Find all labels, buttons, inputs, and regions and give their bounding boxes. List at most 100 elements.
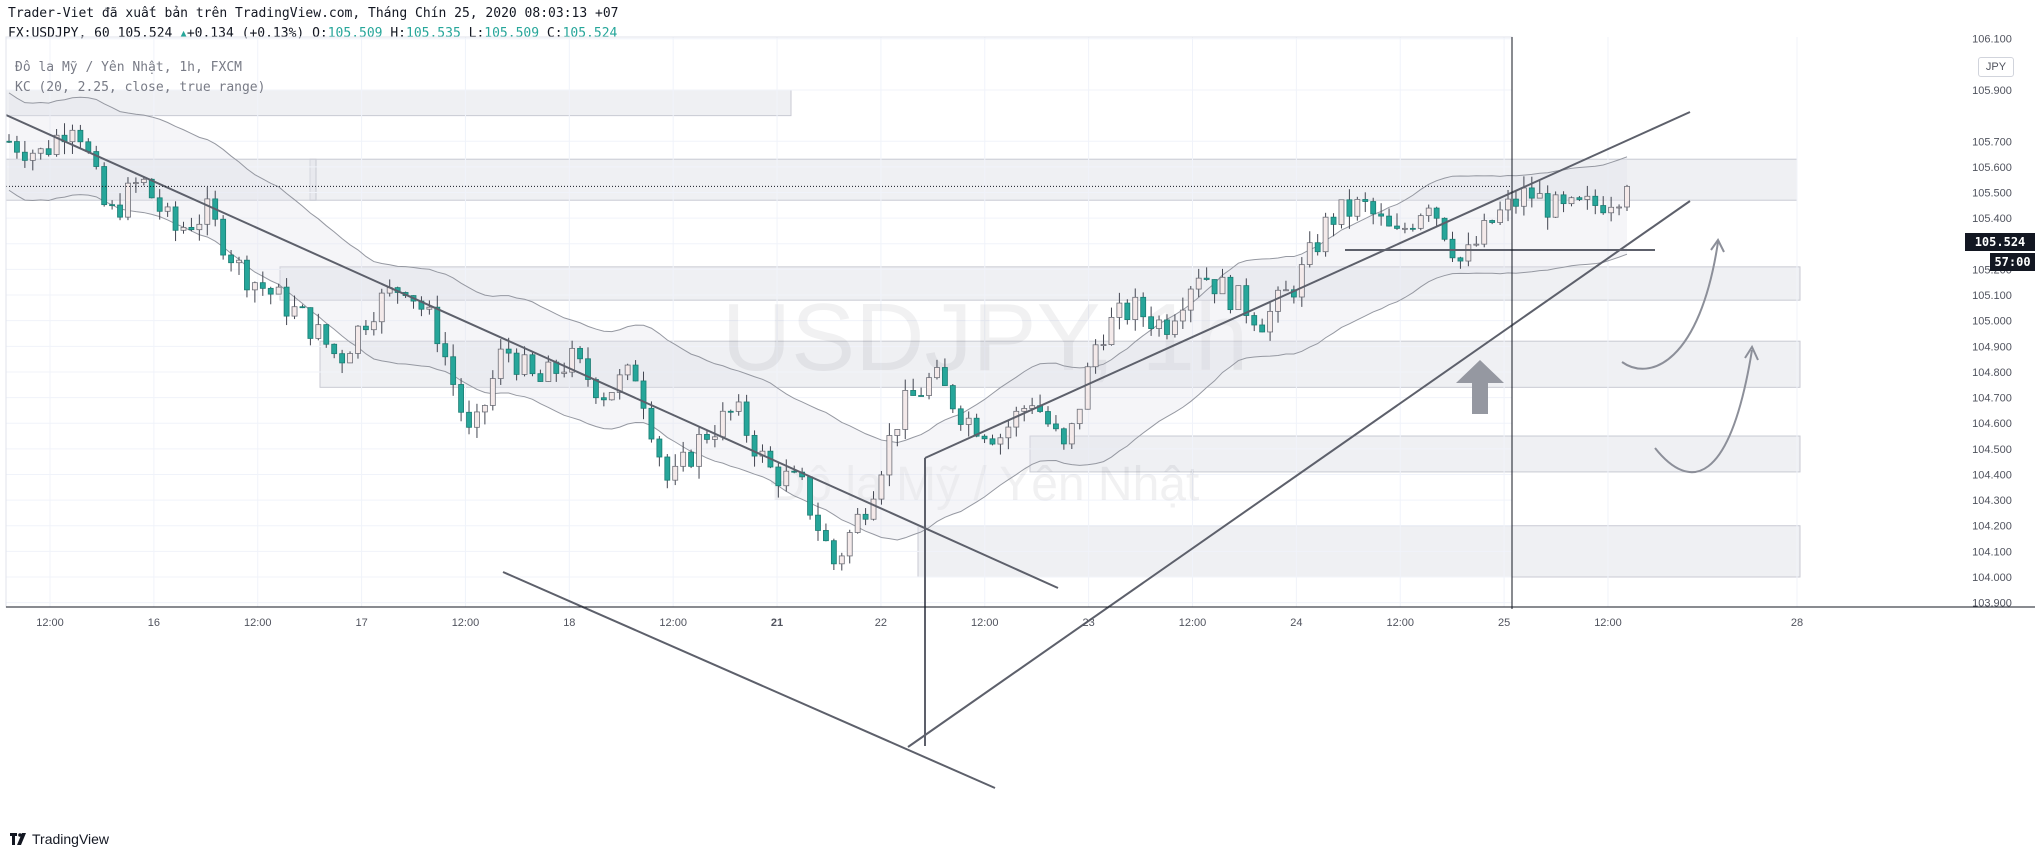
upper-zone <box>5 89 792 117</box>
price-tick-label: 105.600 <box>1972 162 2012 174</box>
candle-bull <box>521 354 528 375</box>
candle-bear <box>267 287 274 295</box>
tradingview-logo[interactable]: TradingView <box>10 831 109 847</box>
candle-bull <box>1505 198 1511 211</box>
candle-bear <box>1394 225 1400 229</box>
candle-bear <box>1124 302 1131 321</box>
candle-bull <box>854 513 861 533</box>
candle-bull <box>1473 243 1480 246</box>
candle-bear <box>466 411 472 428</box>
price-tick-label: 104.500 <box>1972 444 2012 456</box>
candle-bull <box>878 474 885 500</box>
candle-bull <box>1536 193 1543 199</box>
time-axis[interactable]: 12:00 16 12:00 17 12:00 18 12:00 21 22 12:00 23 12:… <box>36 617 1803 629</box>
trendline-drawings[interactable] <box>5 111 1759 789</box>
price-tick-label: 104.600 <box>1972 418 2012 430</box>
candle-bull <box>1481 220 1488 245</box>
candle-bull <box>719 410 726 438</box>
candle-bear <box>989 438 996 445</box>
candle-bear <box>949 385 956 410</box>
candle-bear <box>220 218 227 256</box>
candle-bear <box>259 282 266 289</box>
price-tick-label: 105.000 <box>1972 316 2012 328</box>
price-tick-label: 103.900 <box>1972 598 2012 610</box>
candle-bear <box>85 141 92 152</box>
candle-bear <box>323 324 330 345</box>
price-tick-label: 104.000 <box>1972 572 2012 584</box>
candle-bear <box>363 325 369 331</box>
time-tick-label: 12:00 <box>1179 617 1207 629</box>
candle-bear <box>331 343 338 355</box>
time-tick-label: 12:00 <box>971 617 999 629</box>
time-tick-label: 21 <box>771 617 783 629</box>
candle-bull <box>886 435 893 476</box>
candle-bull <box>870 498 877 520</box>
candle-bear <box>45 148 52 155</box>
candle-bear <box>585 358 591 380</box>
price-tick-label: 104.400 <box>1972 469 2012 481</box>
watermark-name: Đô la Mỹ / Yên Nhật <box>771 458 1200 511</box>
candle-bull <box>378 292 385 323</box>
candle-bull <box>1084 366 1091 410</box>
candle-bull <box>1402 227 1408 230</box>
candle-bear <box>862 513 869 520</box>
candle-bull <box>180 226 187 231</box>
candle-bear <box>981 435 988 440</box>
candle-bear <box>656 438 663 458</box>
candle-bull <box>608 392 615 401</box>
indicator-legend[interactable]: KC (20, 2.25, close, true range) <box>15 80 266 95</box>
candle-bear <box>283 286 290 317</box>
candle-bear <box>593 379 599 399</box>
candle-bull <box>1116 302 1123 318</box>
candle-bear <box>1409 227 1416 230</box>
price-axis[interactable]: 103.900 104.000 104.100 104.200 104.300 104.4… <box>1972 34 2012 610</box>
candle-bull <box>1267 310 1273 333</box>
candle-bear <box>1528 187 1535 199</box>
candle-bull <box>1520 187 1527 207</box>
candle-bear <box>1203 277 1210 280</box>
candle-bear <box>117 204 123 218</box>
currency-badge[interactable]: JPY <box>1978 57 2014 77</box>
rising-channel-lower <box>907 200 1691 748</box>
candle-bull <box>1338 199 1345 225</box>
candle-bull <box>1306 242 1313 265</box>
candle-bear <box>1386 215 1392 227</box>
candle-bear <box>688 451 694 467</box>
candle-bull <box>1616 206 1622 209</box>
candle-bull <box>902 390 909 430</box>
price-tick-label: 104.100 <box>1972 546 2012 558</box>
candle-bear <box>1592 195 1599 206</box>
candle-bull <box>1092 344 1099 368</box>
candle-bear <box>577 347 583 360</box>
support-resistance-zone <box>1029 435 1801 473</box>
candle-bear <box>1211 279 1218 295</box>
up-triangle-icon: ▲ <box>180 27 187 40</box>
candle-bear <box>910 390 917 396</box>
candle-bear <box>648 407 655 440</box>
projected-path-lower <box>1654 349 1753 473</box>
time-tick-label: 22 <box>875 617 887 629</box>
candle-bear <box>807 476 813 516</box>
grid-lines <box>6 37 1798 607</box>
price-tick-label: 105.100 <box>1972 290 2012 302</box>
candle-bear <box>529 354 536 375</box>
candle-bull <box>1584 195 1591 200</box>
candle-bear <box>1378 213 1385 217</box>
time-tick-label: 12:00 <box>1386 617 1414 629</box>
candle-bear <box>188 226 195 231</box>
candle-bear <box>632 364 639 382</box>
candle-bull <box>1132 296 1139 321</box>
candle-bear <box>823 530 829 542</box>
candle-bull <box>196 223 203 231</box>
time-tick-label: 23 <box>1083 617 1095 629</box>
time-tick-label: 16 <box>148 617 160 629</box>
candle-bull <box>934 367 940 379</box>
candle-bear <box>1433 207 1440 219</box>
candle-bear <box>1251 315 1258 326</box>
candle-bull <box>37 148 44 154</box>
candle-bear <box>14 141 20 153</box>
candle-bear <box>1513 198 1519 207</box>
candle-bear <box>109 204 116 207</box>
candle-bull <box>1497 209 1503 223</box>
